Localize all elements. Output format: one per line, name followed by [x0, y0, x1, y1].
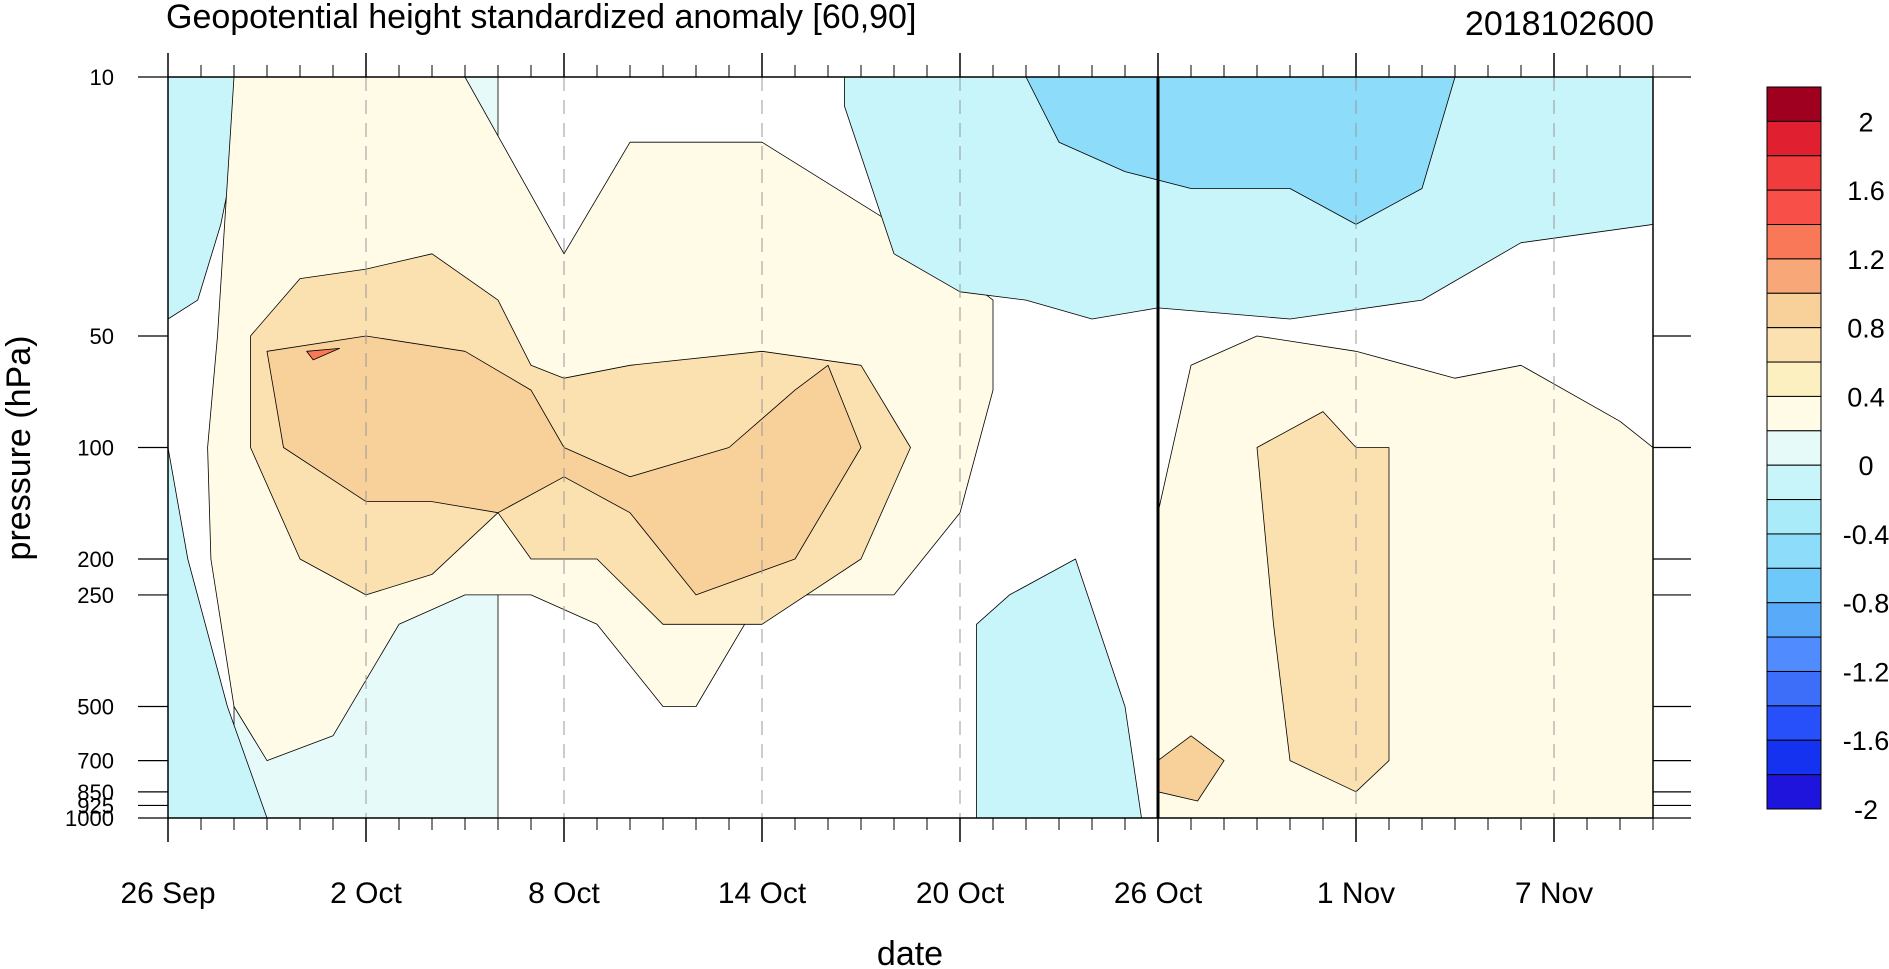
contour-region-6 — [306, 347, 341, 361]
y-tick-label: 1000 — [65, 806, 114, 831]
colorbar-box — [1766, 361, 1822, 397]
colorbar-label: 0.8 — [1847, 314, 1885, 344]
colorbar-box — [1766, 292, 1822, 329]
colorbar-box — [1766, 705, 1822, 741]
y-tick-label: 500 — [77, 694, 114, 719]
colorbar-label: 0.4 — [1847, 382, 1885, 412]
colorbar-box — [1766, 395, 1822, 432]
colorbar-label: 0 — [1858, 451, 1873, 481]
x-tick-label: 20 Oct — [916, 877, 1005, 910]
colorbar-box — [1766, 189, 1822, 226]
contour-regions — [168, 77, 1653, 818]
colorbar-box — [1766, 327, 1822, 363]
contour-region-8 — [1025, 77, 1456, 225]
contour-region-11 — [1256, 411, 1390, 793]
y-tick-label: 250 — [77, 583, 114, 608]
x-tick-label: 26 Oct — [1114, 877, 1203, 910]
y-tick-label: 700 — [77, 749, 114, 774]
contour-region-5 — [266, 335, 862, 596]
colorbar-label: -2 — [1854, 795, 1878, 825]
colorbar-box — [1766, 464, 1822, 501]
colorbar-label: 2 — [1858, 107, 1873, 137]
colorbar-box — [1766, 120, 1822, 157]
colorbar-box — [1766, 224, 1822, 260]
colorbar-box — [1766, 636, 1822, 672]
colorbar-box — [1766, 670, 1822, 707]
x-axis-label: date — [877, 935, 943, 969]
colorbar-label: -1.2 — [1843, 657, 1889, 687]
colorbar-box — [1766, 86, 1822, 122]
colorbar-box — [1766, 430, 1822, 466]
y-axis-label: pressure (hPa) — [0, 336, 38, 561]
x-tick-label: 7 Nov — [1515, 877, 1593, 910]
y-tick-label: 10 — [90, 65, 114, 90]
x-tick-label: 14 Oct — [718, 877, 807, 910]
y-tick-label: 50 — [90, 324, 114, 349]
colorbar-label: 1.6 — [1847, 176, 1885, 206]
colorbar-label: -1.6 — [1843, 726, 1889, 756]
colorbar-box — [1766, 258, 1822, 294]
x-tick-label: 1 Nov — [1317, 877, 1395, 910]
x-tick-label: 2 Oct — [330, 877, 402, 910]
colorbar-box — [1766, 739, 1822, 776]
contour-region-9 — [976, 558, 1142, 818]
colorbar-label: -0.8 — [1843, 589, 1889, 619]
colorbar-box — [1766, 499, 1822, 535]
x-tick-label: 8 Oct — [528, 877, 600, 910]
y-tick-label: 925 — [77, 793, 114, 818]
chart-date-stamp: 2018102600 — [1465, 5, 1654, 43]
y-tick-label: 200 — [77, 547, 114, 572]
colorbar-box — [1766, 155, 1822, 191]
colorbar-label: -0.4 — [1843, 520, 1889, 550]
contour-region-2 — [168, 447, 268, 818]
colorbar-label: 1.2 — [1847, 245, 1885, 275]
colorbar-box — [1766, 774, 1822, 810]
contour-region-10 — [1157, 335, 1653, 818]
y-tick-label: 850 — [77, 780, 114, 805]
colorbar-box — [1766, 567, 1822, 604]
colorbar-box — [1766, 602, 1822, 638]
y-tick-label: 100 — [77, 436, 114, 461]
chart-title: Geopotential height standardized anomaly… — [166, 0, 916, 36]
x-tick-label: 26 Sep — [120, 877, 215, 910]
colorbar-box — [1766, 533, 1822, 569]
colorbar: 2 1.6 1.2 0.8 0.4 0 -0.4 -0.8 -1.2 -1.6 -2 — [1766, 86, 1889, 825]
x-axis: 26 Sep 2 Oct 8 Oct 14 Oct 20 Oct 26 Oct 1 Nov 7… — [120, 53, 1654, 910]
